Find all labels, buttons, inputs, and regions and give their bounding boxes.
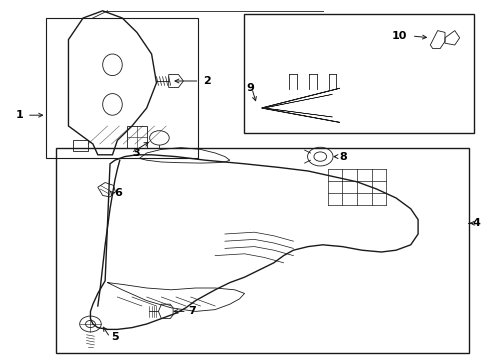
Text: 6: 6: [114, 188, 122, 198]
Text: 4: 4: [472, 218, 480, 228]
Bar: [244, 14, 473, 133]
Bar: [56, 148, 468, 353]
Bar: [127, 126, 146, 148]
Bar: [46, 18, 198, 158]
Text: 3: 3: [132, 148, 140, 158]
Text: 7: 7: [188, 306, 196, 316]
Text: 5: 5: [111, 332, 119, 342]
Text: 10: 10: [390, 31, 406, 41]
Text: 2: 2: [203, 76, 210, 86]
Text: 8: 8: [339, 152, 347, 162]
Text: 9: 9: [245, 83, 253, 93]
Text: 1: 1: [16, 110, 23, 120]
